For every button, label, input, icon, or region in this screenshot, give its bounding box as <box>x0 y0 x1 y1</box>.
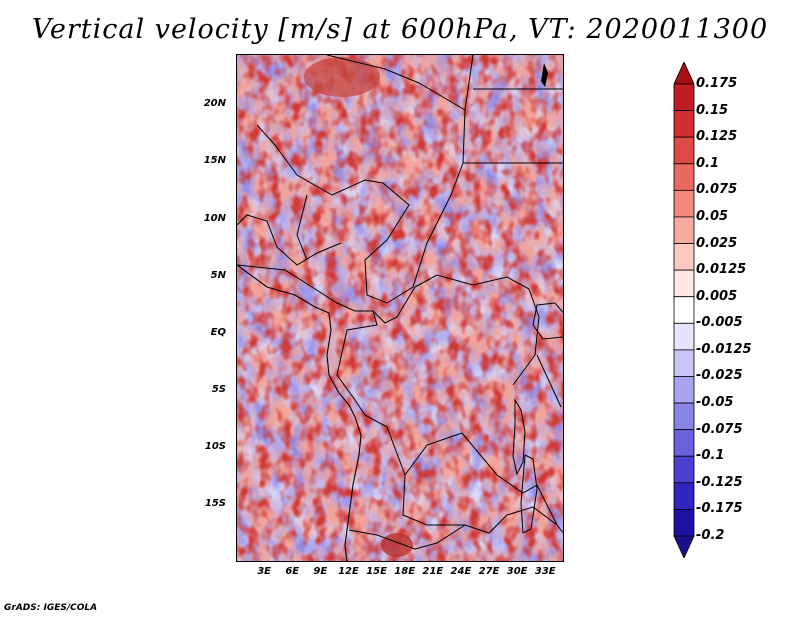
border-line <box>237 214 342 266</box>
longitude-tick-label: 21E <box>422 566 444 577</box>
longitude-tick-label: 27E <box>478 566 500 577</box>
colorbar-tick-label: 0.15 <box>696 102 729 118</box>
colorbar-band <box>673 189 695 218</box>
colorbar-band <box>673 269 695 298</box>
lake-malawi <box>520 454 538 534</box>
colorbar-tick-label: 0.025 <box>696 235 738 251</box>
colorbar-tick-label: -0.2 <box>696 528 725 543</box>
latitude-tick-label: 15N <box>203 155 226 167</box>
credit-text: GrADS: IGES/COLA <box>4 603 98 613</box>
colorbar-tick-label: -0.125 <box>696 474 743 490</box>
lake-tanganyika <box>512 398 526 476</box>
colorbar-band <box>673 482 695 510</box>
longitude-tick-label: 15E <box>366 566 387 577</box>
vertical-velocity-field <box>237 55 563 561</box>
colorbar-band <box>673 535 695 558</box>
colorbar-band <box>673 62 695 85</box>
colorbar-tick-label: -0.075 <box>696 421 743 437</box>
colorbar-band <box>673 243 695 271</box>
colorbar-band <box>673 402 695 431</box>
longitude-tick-label: 9E <box>313 566 328 577</box>
longitude-tick-label: 30E <box>506 566 528 577</box>
longitude-tick-label: 12E <box>338 566 359 577</box>
latitude-tick-label: 20N <box>203 98 226 110</box>
colorbar-band <box>673 83 695 111</box>
latitude-tick-label: 5N <box>210 269 226 281</box>
colorbar-tick-label: -0.0125 <box>696 341 752 357</box>
colorbar-band <box>673 322 695 351</box>
colorbar-tick-label: 0.05 <box>696 208 729 224</box>
longitude-tick-label: 3E <box>257 566 271 577</box>
colorbar-tick-label: -0.175 <box>696 501 743 517</box>
colorbar-band <box>673 429 695 457</box>
colorbar-tick-label: -0.1 <box>696 448 725 464</box>
colorbar-tick-label: 0.1 <box>696 155 720 171</box>
border-line <box>296 194 308 261</box>
border-line <box>402 474 465 526</box>
coastline <box>237 264 362 561</box>
map-title: Vertical velocity [m/s] at 600hPa, VT: 2… <box>31 14 769 45</box>
border-line <box>536 354 562 408</box>
colorbar-band <box>673 216 695 244</box>
colorbar-band <box>673 296 695 324</box>
border-line <box>237 264 416 324</box>
country-borders <box>237 55 563 550</box>
strong-ascent-south <box>381 533 413 557</box>
colorbar-tick-label: 0.005 <box>696 288 738 304</box>
latitude-tick-label: 15S <box>204 497 226 509</box>
colorbar-tick-label: 0.075 <box>696 182 738 198</box>
colorbar-band <box>673 376 695 404</box>
colorbar-tick-label: 0.125 <box>696 129 738 145</box>
colorbar-tick-label: 0.0125 <box>696 262 747 278</box>
colorbar-band <box>673 509 695 537</box>
latitude-tick-label: 10S <box>204 440 226 452</box>
colorbar-band <box>673 163 695 191</box>
field-strong-cells <box>237 55 563 561</box>
border-line <box>414 274 540 386</box>
colorbar-tick-label: -0.05 <box>696 395 734 411</box>
longitude-tick-label: 18E <box>394 566 416 577</box>
latitude-tick-label: EQ <box>210 326 226 338</box>
border-line <box>464 55 474 111</box>
colorbar-band <box>673 110 695 138</box>
colorbar <box>673 62 695 558</box>
colorbar-tick-label: 0.175 <box>696 76 738 91</box>
colorbar-tick-label: -0.005 <box>696 315 743 331</box>
latitude-tick-label: 10N <box>203 212 226 224</box>
longitude-tick-label: 33E <box>534 566 556 577</box>
lake-victoria <box>532 302 563 340</box>
colorbar-band <box>673 136 695 165</box>
colorbar-band <box>673 349 695 377</box>
longitude-tick-label: 6E <box>285 566 300 577</box>
colorbar-band <box>673 455 695 484</box>
map-plot-area <box>236 54 564 562</box>
strong-ascent-north <box>304 57 380 97</box>
red-sea-coast <box>541 63 548 87</box>
longitude-tick-label: 24E <box>450 566 472 577</box>
latitude-tick-label: 5S <box>211 383 226 395</box>
colorbar-tick-label: -0.025 <box>696 368 743 384</box>
